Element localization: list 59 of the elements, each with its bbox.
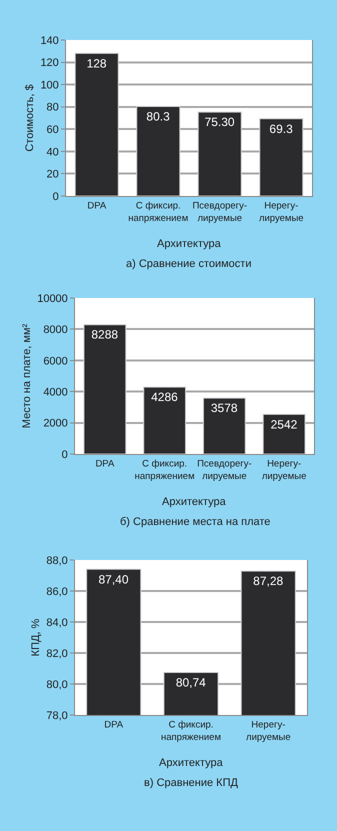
x-axis-title: Архитектура [159,757,224,769]
y-tick-label: 0 [52,190,59,203]
y-tick-label: 8000 [43,324,68,336]
y-tick-label: 84,0 [46,616,68,629]
data-label: 75.30 [204,115,235,130]
x-axis-title: Архитектура [157,238,222,250]
x-tick-label: Нерегу- лируемые [262,458,306,482]
x-tick-label: Псевдорегу- лируемые [192,200,248,224]
data-label: 4286 [151,390,178,404]
text: б) Сравнение места на плате [120,516,270,528]
y-tick-label: 82,0 [46,648,68,660]
data-label: 3578 [210,401,238,416]
y-tick-label: 4000 [43,386,68,398]
x-tick-label: С фиксир. напряжением [160,719,222,743]
y-tick-label: 100 [40,79,59,92]
bar [262,414,306,454]
bar [202,398,246,454]
y-axis-title: КПД, % [30,618,42,656]
y-tick-label: 20 [46,168,59,181]
y-tick-label: 120 [40,57,59,70]
data-label: 80,74 [176,676,206,690]
x-tick-label: Псевдорегу- лируемые [197,458,252,482]
data-label: 128 [86,56,107,70]
y-tick-label: 80,0 [46,678,68,691]
data-label: 8288 [91,328,118,342]
y-axis-title: Место на плате, мм² [20,323,33,428]
text: а) Сравнение стоимости [126,258,252,270]
x-tick-label: Нерегу- лируемые [246,719,291,743]
y-tick-label: 78,0 [46,710,68,722]
x-tick-label: DPA [87,200,107,212]
bar [74,52,119,196]
y-tick-label: 60 [46,124,59,136]
data-label: 2542 [270,417,298,432]
y-tick-label: 86,0 [46,586,68,598]
y-tick-label: 80 [46,102,59,114]
y-tick-label: 10000 [37,292,68,305]
data-label: 69.3 [269,122,294,136]
x-tick-label: С фиксир. напряжением [128,200,188,224]
y-tick-label: 0 [62,448,68,461]
y-tick-label: 40 [46,146,59,158]
y-tick-label: 2000 [43,418,68,430]
bar [259,118,304,196]
y-tick-label: 88,0 [46,554,68,567]
x-tick-label: DPA [95,458,115,470]
bar [83,324,126,454]
y-axis-title: Стоимость, $ [24,84,36,152]
x-tick-label: DPA [104,719,124,730]
text: в) Сравнение КПД [144,777,238,789]
x-tick-label: Нерегу- лируемые [258,200,304,224]
x-tick-label: С фиксир. напряжением [134,458,195,482]
data-label: 87,28 [253,574,284,588]
data-label: 87,40 [98,572,129,586]
y-tick-label: 6000 [43,355,68,368]
bar [136,106,180,196]
bar [198,112,242,196]
y-tick-label: 140 [40,34,59,47]
bar [143,386,186,454]
x-axis-title: Архитектура [162,496,227,508]
data-label: 80.3 [146,110,170,124]
